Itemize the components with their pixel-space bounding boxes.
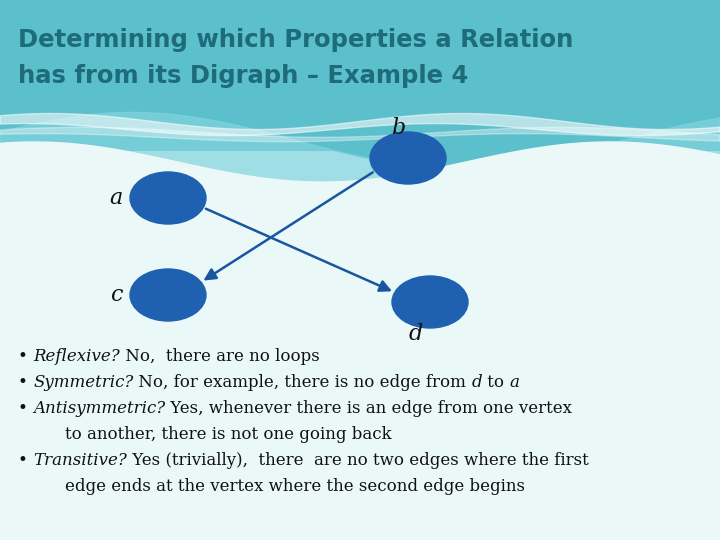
Text: to: to	[482, 374, 509, 391]
Ellipse shape	[370, 132, 446, 184]
Text: Determining which Properties a Relation: Determining which Properties a Relation	[18, 28, 573, 52]
Text: •: •	[18, 400, 33, 417]
Ellipse shape	[392, 276, 468, 328]
Text: b: b	[391, 117, 405, 139]
Text: •: •	[18, 348, 33, 365]
Text: to another, there is not one going back: to another, there is not one going back	[66, 426, 392, 443]
Text: a: a	[109, 187, 122, 209]
Text: Symmetric?: Symmetric?	[33, 374, 133, 391]
Text: a: a	[509, 374, 519, 391]
Text: Yes, whenever there is an edge from one vertex: Yes, whenever there is an edge from one …	[166, 400, 572, 417]
Text: d: d	[409, 323, 423, 345]
Ellipse shape	[130, 269, 206, 321]
Text: edge ends at the vertex where the second edge begins: edge ends at the vertex where the second…	[66, 478, 526, 495]
Text: •: •	[18, 374, 33, 391]
Text: •: •	[18, 452, 33, 469]
Bar	[0, 151, 720, 540]
Text: Antisymmetric?: Antisymmetric?	[33, 400, 166, 417]
Text: No,  there are no loops: No, there are no loops	[120, 348, 320, 365]
Bar	[0, 0, 720, 151]
Text: Transitive?: Transitive?	[33, 452, 127, 469]
Text: Reflexive?: Reflexive?	[33, 348, 120, 365]
Ellipse shape	[130, 172, 206, 224]
Text: has from its Digraph – Example 4: has from its Digraph – Example 4	[18, 64, 468, 88]
Text: d: d	[472, 374, 482, 391]
Text: Yes (trivially),  there  are no two edges where the first: Yes (trivially), there are no two edges …	[127, 452, 589, 469]
Text: c: c	[109, 284, 122, 306]
Text: No, for example, there is no edge from: No, for example, there is no edge from	[133, 374, 472, 391]
